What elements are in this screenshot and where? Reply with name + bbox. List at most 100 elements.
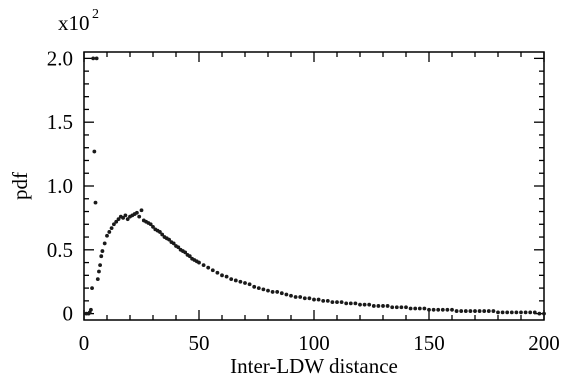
data-point [160,232,165,237]
data-point [187,254,192,259]
data-point [89,307,93,312]
data-point [537,311,542,316]
data-point [252,284,257,289]
data-point [385,304,390,308]
data-point [376,304,381,308]
data-point [381,304,385,308]
data-point [477,309,482,313]
data-point [404,305,408,310]
data-point [339,300,344,305]
x-tick-label: 200 [528,331,560,355]
data-point [97,269,101,274]
data-point [307,296,312,301]
data-point [98,263,102,268]
data-point [348,301,353,306]
data-point [139,208,144,213]
data-point [325,298,330,303]
data-point [114,219,119,224]
y-tick-label: 0.5 [47,238,73,262]
data-point [316,297,321,302]
data-point [390,305,395,310]
data-point [176,245,181,250]
data-point [509,310,514,315]
data-point [135,210,139,215]
data-point [210,268,215,273]
data-points [84,56,546,316]
x-tick-label: 100 [298,331,330,355]
data-point [125,217,130,222]
data-point [505,310,510,315]
x-tick-label: 50 [189,331,210,355]
data-point [353,301,358,306]
data-point [151,224,155,229]
data-point [183,250,188,255]
data-point [112,222,116,227]
data-point [105,233,109,238]
data-point [362,302,367,307]
data-point [293,295,298,299]
data-point [514,310,519,315]
data-point [500,310,505,315]
data-point [417,306,422,311]
data-point [542,311,546,316]
data-point [158,230,162,234]
data-point [224,274,229,279]
y-axis-title: pdf [8,172,32,200]
data-point [413,306,418,311]
axis-tick-labels: 0 50 100 150 200 0 0.5 1.0 1.5 2.0 [47,46,560,355]
data-point [109,226,114,231]
data-point [197,260,201,265]
data-point [90,286,94,290]
data-point [284,292,289,297]
data-point [523,310,528,315]
data-point [261,287,266,292]
data-point [275,290,280,294]
data-point [431,307,436,312]
data-point [270,290,275,294]
data-point [358,302,362,307]
data-point [454,309,459,313]
data-point [289,293,293,298]
data-point [256,286,261,290]
data-point [220,273,224,278]
data-point [427,307,431,312]
data-point [473,309,477,313]
data-point [528,310,533,315]
data-point [298,295,303,299]
data-point [121,216,125,220]
y-multiplier-exponent: 2 [92,7,99,22]
data-point [206,265,211,270]
data-point [450,307,454,312]
data-point [408,306,413,311]
data-point [229,277,234,282]
data-point [201,263,206,268]
data-point [95,277,100,282]
y-tick-label: 1.0 [47,174,73,198]
data-point [92,149,97,154]
data-point [137,214,142,219]
data-point [491,309,496,313]
data-point [519,310,523,315]
data-point [302,296,307,301]
data-point [482,309,487,313]
data-point [171,241,176,246]
data-point [266,288,270,293]
data-point [94,56,99,61]
data-point [167,237,172,242]
y-tick-label: 2.0 [47,46,73,70]
data-point [321,298,326,303]
data-point [91,56,96,61]
data-point [123,213,128,218]
data-point [335,300,339,305]
data-point [440,307,445,312]
data-point [399,305,404,310]
data-point [279,291,284,296]
x-axis-title: Inter-LDW distance [230,354,398,378]
y-tick-label: 1.5 [47,110,73,134]
data-point [99,254,104,259]
data-point [468,309,473,313]
data-point [93,200,98,205]
data-point [532,310,537,315]
data-point [371,304,376,308]
data-point [459,309,464,313]
